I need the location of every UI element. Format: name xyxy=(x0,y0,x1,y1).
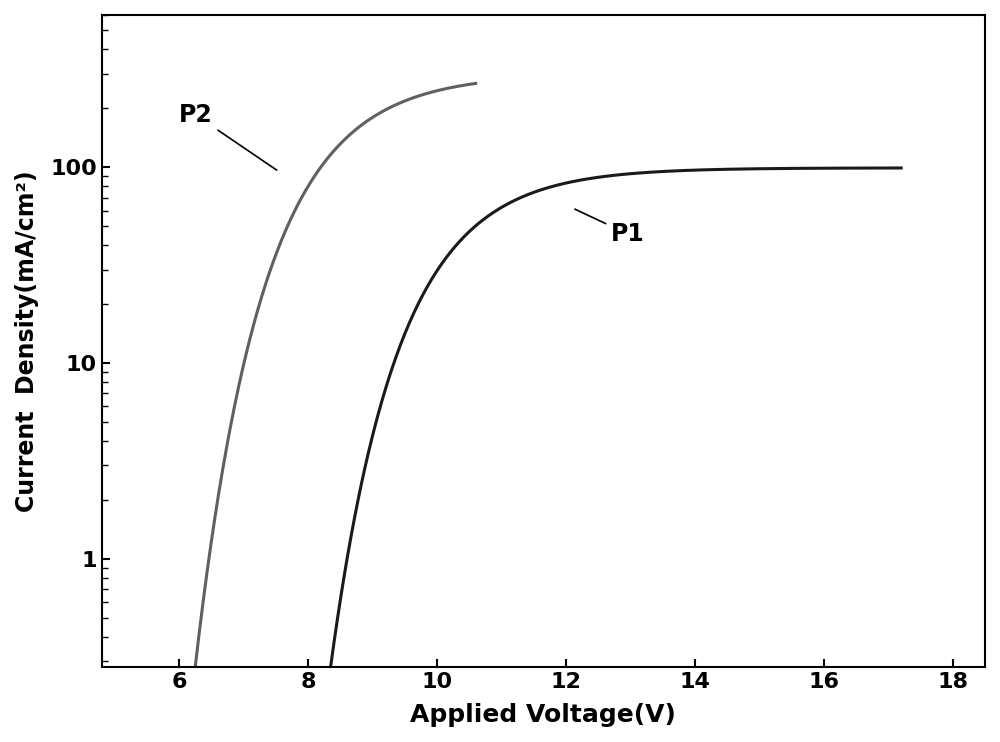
Y-axis label: Current  Density(mA/cm²): Current Density(mA/cm²) xyxy=(15,170,39,512)
X-axis label: Applied Voltage(V): Applied Voltage(V) xyxy=(410,703,676,727)
Text: P1: P1 xyxy=(575,209,645,246)
Text: P2: P2 xyxy=(179,103,277,170)
